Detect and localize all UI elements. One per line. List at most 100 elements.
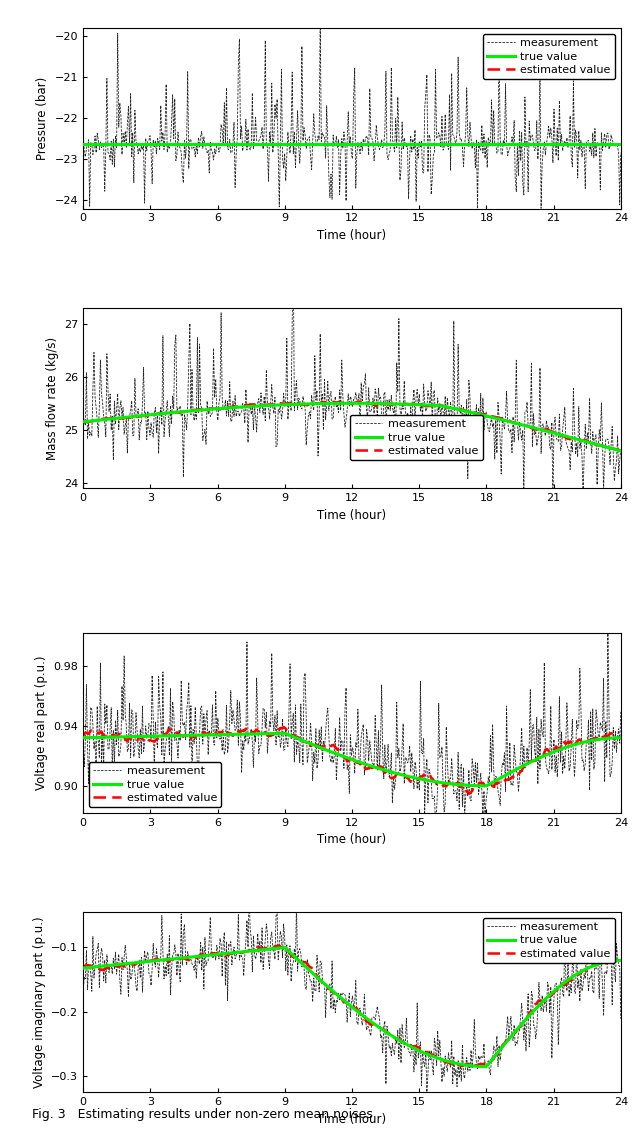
true value <box>605 441 612 455</box>
measurement <box>336 188 344 201</box>
true value <box>371 1018 379 1031</box>
estimated value <box>520 137 527 151</box>
estimated value <box>280 720 287 734</box>
true value <box>617 444 625 457</box>
true value <box>606 954 614 968</box>
Y-axis label: Voltage real part (p.u.): Voltage real part (p.u.) <box>35 655 48 790</box>
measurement <box>371 142 379 155</box>
true value <box>281 727 289 740</box>
Line: true value: true value <box>83 947 621 1066</box>
measurement <box>401 131 408 145</box>
true value <box>522 1012 530 1026</box>
measurement <box>549 498 557 512</box>
measurement <box>606 139 614 153</box>
measurement <box>336 383 344 396</box>
measurement <box>521 405 529 419</box>
measurement <box>431 816 439 830</box>
X-axis label: Time (hour): Time (hour) <box>317 1113 387 1126</box>
estimated value <box>338 137 346 151</box>
measurement <box>604 616 612 629</box>
estimated value <box>606 954 614 968</box>
measurement <box>79 737 87 751</box>
estimated value <box>371 398 379 412</box>
measurement <box>245 885 253 899</box>
true value <box>371 761 379 774</box>
estimated value <box>79 137 87 151</box>
true value <box>522 757 530 771</box>
estimated value <box>522 1012 530 1026</box>
true value <box>606 731 614 745</box>
measurement <box>617 1012 625 1026</box>
measurement <box>339 389 347 403</box>
Legend: measurement, true value, estimated value: measurement, true value, estimated value <box>350 414 483 461</box>
true value <box>617 137 625 151</box>
estimated value <box>335 395 342 409</box>
measurement <box>522 140 530 154</box>
true value <box>401 769 408 782</box>
measurement <box>335 744 342 757</box>
measurement <box>79 985 87 998</box>
estimated value <box>617 137 625 151</box>
true value <box>617 953 625 967</box>
Legend: measurement, true value, estimated value: measurement, true value, estimated value <box>483 918 615 963</box>
true value <box>79 961 87 975</box>
Line: estimated value: estimated value <box>83 945 621 1066</box>
measurement <box>617 705 625 719</box>
true value <box>338 137 346 151</box>
Line: true value: true value <box>83 734 621 786</box>
true value <box>371 137 378 151</box>
estimated value <box>335 137 342 151</box>
measurement <box>338 734 346 747</box>
X-axis label: Time (hour): Time (hour) <box>317 508 387 522</box>
true value <box>336 990 344 1004</box>
Y-axis label: Voltage imaginary part (p.u.): Voltage imaginary part (p.u.) <box>33 917 45 1088</box>
measurement <box>371 383 379 396</box>
estimated value <box>521 418 529 431</box>
Line: measurement: measurement <box>83 16 621 208</box>
measurement <box>606 946 614 960</box>
true value <box>401 397 408 411</box>
estimated value <box>336 745 344 758</box>
Line: estimated value: estimated value <box>83 401 621 451</box>
measurement <box>339 142 347 155</box>
estimated value <box>465 787 473 800</box>
true value <box>399 137 407 151</box>
estimated value <box>339 994 347 1007</box>
true value <box>401 1036 408 1049</box>
true value <box>281 941 289 954</box>
estimated value <box>79 729 87 743</box>
measurement <box>316 9 324 23</box>
measurement <box>474 201 481 215</box>
Legend: measurement, true value, estimated value: measurement, true value, estimated value <box>483 34 615 79</box>
estimated value <box>371 758 379 772</box>
true value <box>520 137 527 151</box>
estimated value <box>401 396 408 410</box>
measurement <box>606 457 614 471</box>
measurement <box>617 146 625 160</box>
true value <box>339 993 347 1006</box>
true value <box>483 1060 490 1073</box>
true value <box>521 419 529 432</box>
estimated value <box>371 137 378 151</box>
measurement <box>399 717 407 730</box>
estimated value <box>371 1018 379 1031</box>
true value <box>339 749 347 763</box>
measurement <box>617 441 625 455</box>
measurement <box>336 993 344 1006</box>
true value <box>335 396 342 410</box>
measurement <box>371 758 378 772</box>
estimated value <box>606 728 614 741</box>
estimated value <box>336 989 344 1003</box>
Line: measurement: measurement <box>83 892 621 1092</box>
estimated value <box>459 1060 467 1073</box>
Line: measurement: measurement <box>83 623 621 823</box>
true value <box>79 731 87 745</box>
Line: measurement: measurement <box>83 258 621 505</box>
estimated value <box>617 954 625 968</box>
estimated value <box>275 938 282 952</box>
measurement <box>521 760 529 773</box>
measurement <box>79 125 87 138</box>
Legend: measurement, true value, estimated value: measurement, true value, estimated value <box>89 762 221 807</box>
true value <box>348 396 355 410</box>
true value <box>335 137 342 151</box>
